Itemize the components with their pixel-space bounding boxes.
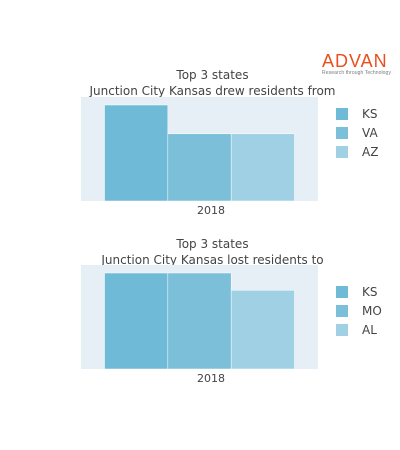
legend-swatch	[336, 126, 348, 139]
chart-1-x-tick: 2018	[197, 204, 225, 217]
chart-2-title-line1: Top 3 states	[176, 237, 249, 251]
bar-ks[interactable]	[104, 272, 169, 370]
advan-logo: ADVAN Research through Technology	[322, 52, 392, 76]
legend-swatch	[336, 323, 348, 336]
bar-ks[interactable]	[104, 104, 169, 202]
legend-label: AZ	[362, 144, 379, 159]
chart-1-title-line1: Top 3 states	[176, 68, 249, 82]
legend-swatch	[336, 304, 348, 317]
bar-mo[interactable]	[167, 272, 232, 370]
logo-tagline: Research through Technology	[322, 70, 392, 76]
legend-label: MO	[362, 303, 382, 318]
chart-1-title-line2: Junction City Kansas drew residents from	[89, 84, 336, 98]
legend-swatch	[336, 285, 348, 298]
legend-item[interactable]: VA	[336, 123, 378, 142]
bar-al[interactable]	[230, 290, 295, 370]
logo-wordmark: ADVAN	[322, 51, 388, 71]
bar-az[interactable]	[230, 133, 295, 202]
legend-swatch	[336, 107, 348, 120]
legend-swatch	[336, 145, 348, 158]
legend-label: AL	[362, 322, 377, 337]
legend-item[interactable]: KS	[336, 282, 382, 301]
chart-2-legend: KS MO AL	[336, 282, 382, 339]
legend-label: VA	[362, 125, 378, 140]
chart-2-title: Top 3 states Junction City Kansas lost r…	[40, 236, 385, 268]
legend-label: KS	[362, 106, 378, 121]
chart-2-x-tick: 2018	[197, 372, 225, 385]
legend-item[interactable]: AZ	[336, 142, 378, 161]
legend-item[interactable]: KS	[336, 104, 378, 123]
legend-item[interactable]: MO	[336, 301, 382, 320]
chart-1-legend: KS VA AZ	[336, 104, 378, 161]
chart-1-title: Top 3 states Junction City Kansas drew r…	[40, 67, 385, 99]
legend-label: KS	[362, 284, 378, 299]
chart-2-title-line2: Junction City Kansas lost residents to	[101, 253, 324, 267]
bar-va[interactable]	[167, 133, 232, 202]
legend-item[interactable]: AL	[336, 320, 382, 339]
